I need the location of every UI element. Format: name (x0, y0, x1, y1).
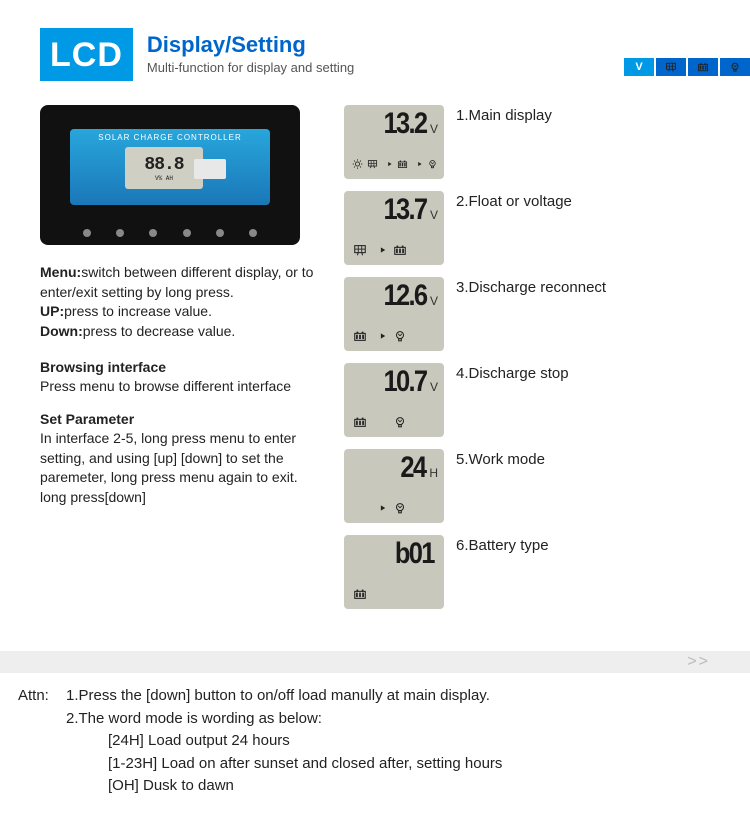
down-label: Down: (40, 323, 83, 339)
space-icon (352, 501, 368, 515)
menu-text: switch between different display, or to … (40, 264, 313, 300)
lcd-badge: LCD (40, 28, 133, 81)
header-icon-strip: V (624, 58, 750, 76)
lcd-screen: 13.2 V (344, 105, 444, 179)
menu-label: Menu: (40, 264, 81, 280)
page-subtitle: Multi-function for display and setting (147, 60, 354, 75)
header: LCD Display/Setting Multi-function for d… (40, 28, 710, 81)
lcd-card: b01 6.Battery type (344, 535, 710, 609)
attn-label: Attn: (18, 685, 49, 708)
space-icon (372, 415, 388, 429)
bulb-icon (427, 157, 438, 171)
product-image: SOLAR CHARGE CONTROLLER 88.8 V% AH (40, 105, 300, 245)
header-text: Display/Setting Multi-function for displ… (147, 28, 354, 75)
lcd-unit: V (430, 294, 438, 308)
battery-icon (392, 243, 408, 257)
setparam-body: In interface 2-5, long press menu to ent… (40, 429, 320, 507)
arrow-icon (412, 157, 423, 171)
arrow-icon (382, 157, 393, 171)
lcd-unit: V (430, 208, 438, 222)
up-text: press to increase value. (64, 303, 212, 319)
product-label: SOLAR CHARGE CONTROLLER (70, 133, 270, 142)
attn-sub-1: [24H] Load output 24 hours (66, 730, 710, 753)
lcd-value: 12.6 (383, 281, 426, 311)
lcd-card: 13.7 V 2.Float or voltage (344, 191, 710, 265)
lcd-icon-row (350, 587, 438, 605)
battery-icon (352, 415, 368, 429)
lcd-unit: H (429, 466, 438, 480)
bulb-icon (392, 501, 408, 515)
bulb-icon (392, 329, 408, 343)
lcd-card-label: 3.Discharge reconnect (456, 277, 606, 296)
lcd-icon-row (350, 329, 438, 347)
bulb-icon (392, 415, 408, 429)
battery-icon (397, 157, 408, 171)
lcd-card-label: 1.Main display (456, 105, 552, 124)
product-lcd-value: 88.8 (144, 155, 183, 175)
arrow-icon (372, 243, 388, 257)
lcd-value: 24 (400, 453, 425, 483)
attn-sub-3: [OH] Dusk to dawn (66, 775, 710, 798)
arrow-icon (372, 329, 388, 343)
lcd-value: b01 (395, 539, 434, 569)
lcd-card: 13.2 V 1.Main display (344, 105, 710, 179)
down-text: press to decrease value. (83, 323, 236, 339)
attn-line-2: 2.The word mode is wording as below: (66, 708, 710, 731)
lcd-value: 10.7 (383, 367, 426, 397)
lcd-screen: 24 H (344, 449, 444, 523)
chevron-divider: >> (0, 651, 750, 673)
lcd-card-label: 5.Work mode (456, 449, 545, 468)
attn-sub-2: [1-23H] Load on after sunset and closed … (66, 753, 710, 776)
lcd-icon-row (350, 501, 438, 519)
browse-heading: Browsing interface (40, 359, 320, 375)
strip-battery-icon (688, 58, 718, 76)
attn-line-1: 1.Press the [down] button to on/off load… (66, 687, 490, 704)
lcd-icon-row (350, 243, 438, 261)
strip-panel-icon (656, 58, 686, 76)
lcd-icon-row (350, 415, 438, 433)
panel-icon (367, 157, 378, 171)
up-label: UP: (40, 303, 64, 319)
lcd-value: 13.7 (383, 195, 426, 225)
lcd-card: 24 H 5.Work mode (344, 449, 710, 523)
arrow-icon (372, 501, 388, 515)
lcd-unit: V (430, 122, 438, 136)
setparam-heading: Set Parameter (40, 411, 320, 427)
lcd-screen: 13.7 V (344, 191, 444, 265)
strip-v-icon: V (624, 58, 654, 76)
definitions: Menu:switch between different display, o… (40, 263, 320, 341)
lcd-card-list: 13.2 V 1.Main display 13.7 V 2.Float or volta… (344, 105, 710, 621)
panel-icon (352, 243, 368, 257)
lcd-card: 12.6 V 3.Discharge reconnect (344, 277, 710, 351)
product-lcd-units: V% AH (155, 175, 173, 182)
lcd-card-label: 2.Float or voltage (456, 191, 572, 210)
lcd-card-label: 6.Battery type (456, 535, 549, 554)
strip-bulb-icon (720, 58, 750, 76)
page-title: Display/Setting (147, 32, 354, 58)
battery-icon (352, 329, 368, 343)
lcd-icon-row (350, 157, 438, 175)
sun-icon (352, 157, 363, 171)
lcd-card-label: 4.Discharge stop (456, 363, 569, 382)
lcd-screen: b01 (344, 535, 444, 609)
lcd-screen: 10.7 V (344, 363, 444, 437)
attention-block: Attn: 1.Press the [down] button to on/off… (0, 673, 750, 828)
browse-body: Press menu to browse different interface (40, 377, 320, 397)
lcd-screen: 12.6 V (344, 277, 444, 351)
lcd-value: 13.2 (383, 109, 426, 139)
lcd-card: 10.7 V 4.Discharge stop (344, 363, 710, 437)
battery-icon (352, 587, 368, 601)
lcd-unit: V (430, 380, 438, 394)
